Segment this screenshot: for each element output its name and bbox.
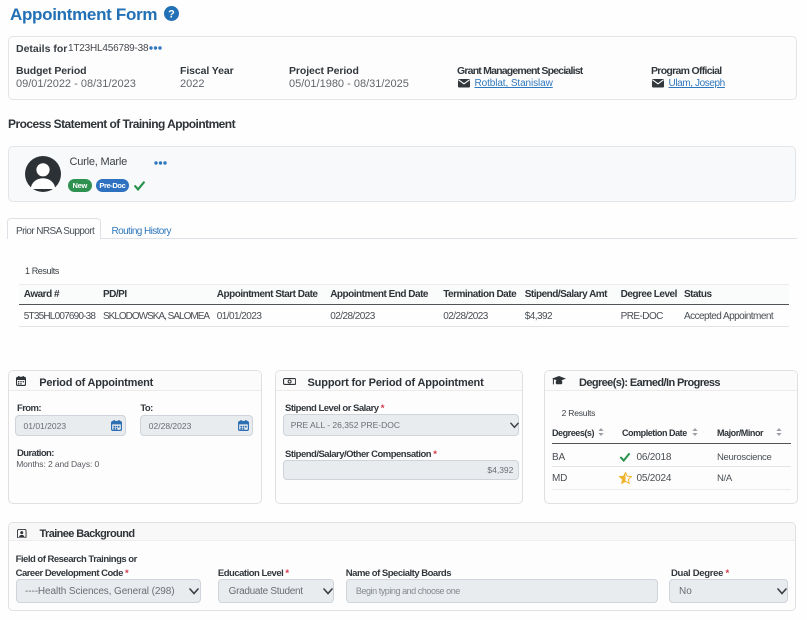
svg-text:?: ? [168,9,175,21]
